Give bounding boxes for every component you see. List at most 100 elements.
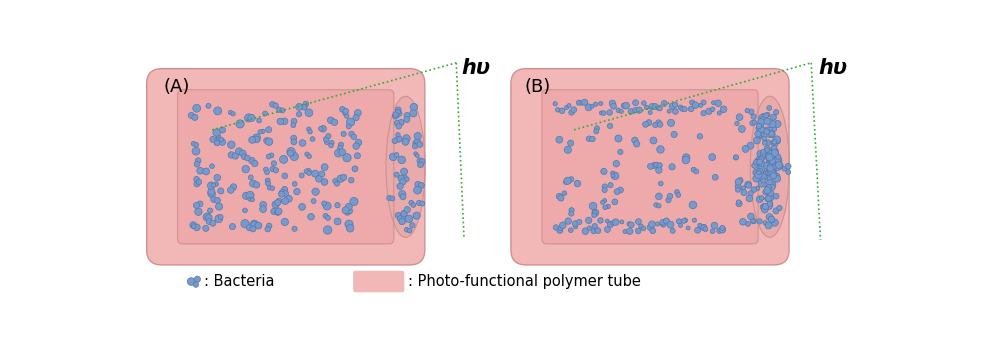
- Circle shape: [690, 100, 695, 105]
- Circle shape: [676, 193, 681, 197]
- Circle shape: [203, 225, 209, 232]
- Circle shape: [765, 151, 769, 155]
- Circle shape: [590, 104, 594, 108]
- Circle shape: [717, 111, 721, 115]
- Circle shape: [770, 148, 778, 156]
- Circle shape: [323, 213, 328, 218]
- Circle shape: [208, 208, 213, 213]
- Circle shape: [632, 137, 638, 143]
- Circle shape: [676, 219, 682, 224]
- Circle shape: [335, 181, 339, 186]
- Ellipse shape: [386, 96, 425, 237]
- Circle shape: [601, 111, 606, 115]
- Circle shape: [735, 187, 741, 192]
- Circle shape: [404, 112, 410, 119]
- Circle shape: [285, 195, 292, 202]
- Circle shape: [208, 182, 215, 190]
- Circle shape: [766, 153, 771, 159]
- Circle shape: [569, 211, 574, 216]
- Circle shape: [577, 219, 582, 225]
- Circle shape: [764, 221, 768, 225]
- Circle shape: [274, 168, 278, 173]
- Circle shape: [312, 170, 319, 177]
- Circle shape: [694, 169, 699, 174]
- Circle shape: [769, 201, 772, 205]
- Circle shape: [556, 193, 562, 199]
- Circle shape: [621, 103, 627, 108]
- Circle shape: [633, 108, 638, 113]
- Circle shape: [769, 129, 774, 134]
- Circle shape: [308, 214, 314, 220]
- Circle shape: [326, 133, 331, 139]
- Circle shape: [602, 198, 607, 203]
- Circle shape: [660, 219, 665, 225]
- Circle shape: [260, 202, 267, 208]
- Circle shape: [239, 150, 246, 157]
- Circle shape: [307, 127, 311, 131]
- Circle shape: [618, 187, 624, 193]
- Circle shape: [737, 178, 743, 183]
- Circle shape: [597, 218, 603, 223]
- Circle shape: [769, 169, 775, 175]
- Circle shape: [747, 142, 754, 149]
- Circle shape: [328, 117, 334, 123]
- Circle shape: [338, 146, 342, 150]
- Circle shape: [577, 100, 582, 105]
- Circle shape: [307, 154, 311, 159]
- Circle shape: [769, 160, 775, 166]
- Circle shape: [773, 208, 779, 214]
- Circle shape: [342, 111, 347, 116]
- Circle shape: [188, 112, 195, 118]
- Circle shape: [673, 109, 678, 114]
- Circle shape: [282, 191, 288, 197]
- Circle shape: [210, 164, 215, 169]
- Circle shape: [628, 222, 634, 228]
- Circle shape: [692, 102, 699, 108]
- Circle shape: [768, 165, 773, 172]
- Circle shape: [735, 179, 742, 185]
- Circle shape: [348, 131, 354, 137]
- Circle shape: [191, 141, 196, 146]
- Circle shape: [415, 181, 421, 187]
- Circle shape: [272, 201, 279, 208]
- Circle shape: [394, 172, 400, 177]
- Circle shape: [401, 215, 408, 222]
- Circle shape: [400, 210, 407, 217]
- Circle shape: [736, 114, 743, 120]
- Circle shape: [742, 146, 749, 152]
- Circle shape: [769, 216, 774, 223]
- Circle shape: [398, 156, 405, 164]
- Circle shape: [734, 155, 739, 160]
- Circle shape: [771, 146, 777, 151]
- Circle shape: [740, 127, 744, 132]
- Circle shape: [760, 151, 767, 157]
- Circle shape: [219, 137, 223, 142]
- Circle shape: [352, 166, 358, 172]
- Circle shape: [242, 165, 249, 173]
- Circle shape: [333, 179, 338, 184]
- Circle shape: [299, 140, 306, 146]
- Circle shape: [678, 105, 683, 110]
- Circle shape: [271, 208, 277, 214]
- Circle shape: [410, 103, 417, 111]
- Circle shape: [645, 105, 648, 110]
- Circle shape: [686, 226, 690, 230]
- Circle shape: [591, 213, 596, 218]
- Circle shape: [757, 150, 764, 158]
- Circle shape: [580, 101, 584, 105]
- Circle shape: [695, 227, 701, 233]
- Circle shape: [656, 204, 661, 208]
- Circle shape: [243, 208, 247, 213]
- Circle shape: [711, 101, 715, 105]
- Circle shape: [701, 225, 707, 230]
- Circle shape: [643, 121, 648, 127]
- Circle shape: [197, 201, 203, 207]
- Circle shape: [751, 218, 755, 223]
- Circle shape: [218, 139, 225, 146]
- Circle shape: [296, 111, 302, 117]
- Circle shape: [765, 162, 770, 167]
- Circle shape: [230, 184, 237, 190]
- Circle shape: [196, 179, 202, 185]
- Circle shape: [657, 122, 663, 127]
- Circle shape: [760, 196, 764, 200]
